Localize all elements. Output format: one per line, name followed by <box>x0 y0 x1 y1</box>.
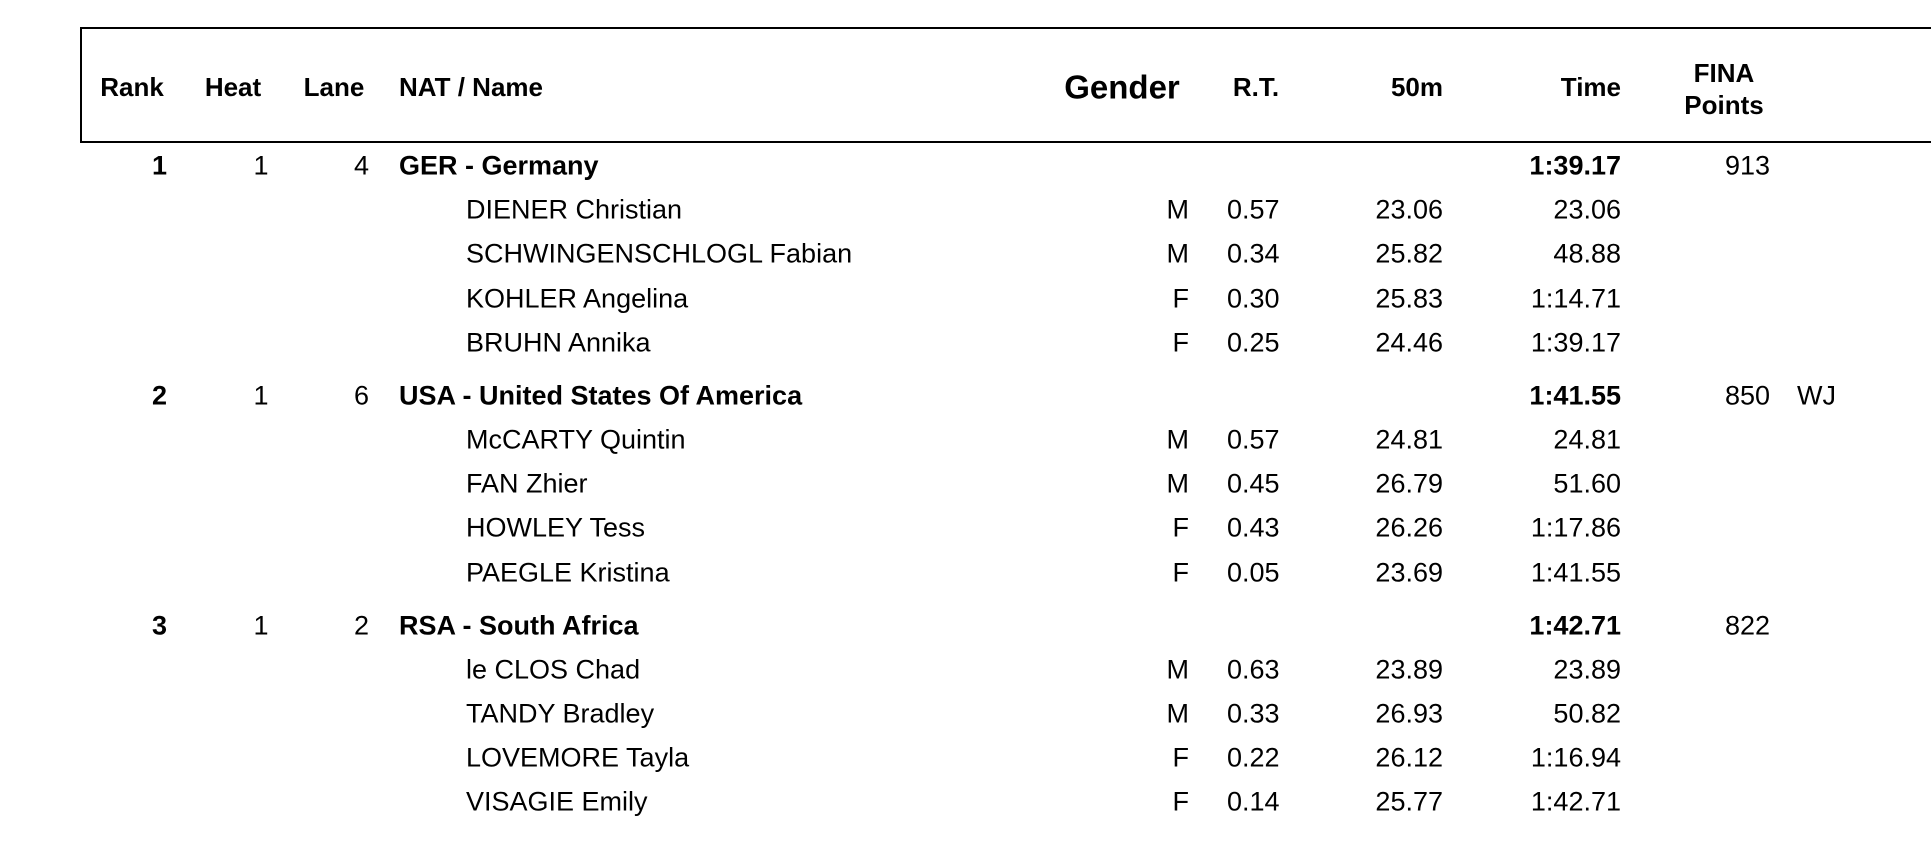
swimmer-split: 26.93 <box>1375 698 1443 729</box>
swimmer-split: 24.81 <box>1375 424 1443 455</box>
swimmer-time: 1:17.86 <box>1530 512 1621 543</box>
swimmer-rt: 0.30 <box>1227 283 1280 314</box>
swimmer-split: 25.83 <box>1375 283 1443 314</box>
team-rank: 2 <box>151 380 167 411</box>
swimmer-gender: F <box>1172 786 1190 817</box>
swimmer-split: 25.77 <box>1375 786 1443 817</box>
swimmer-time: 23.06 <box>1553 194 1621 225</box>
header-rank: Rank <box>100 72 164 102</box>
swimmer-time: 23.89 <box>1553 654 1621 685</box>
team-rank: 1 <box>151 150 167 181</box>
swimmer-gender: M <box>1166 194 1190 225</box>
team-rank: 3 <box>151 610 167 641</box>
team-lane: 6 <box>353 380 369 411</box>
swimmer-rt: 0.45 <box>1227 468 1280 499</box>
swimmer-gender: M <box>1166 468 1190 499</box>
header-name: NAT / Name <box>399 72 543 102</box>
swimmer-gender: F <box>1172 557 1190 588</box>
swimmer-gender: F <box>1172 327 1190 358</box>
header-box <box>80 27 1931 143</box>
swimmer-split: 24.46 <box>1375 327 1443 358</box>
swimmer-gender: M <box>1166 238 1190 269</box>
swimmer-split: 26.26 <box>1375 512 1443 543</box>
swimmer-rt: 0.57 <box>1227 194 1280 225</box>
swimmer-split: 23.89 <box>1375 654 1443 685</box>
swimmer-gender: M <box>1166 654 1190 685</box>
swimmer-name: VISAGIE Emily <box>466 786 648 817</box>
swimmer-rt: 0.05 <box>1227 557 1280 588</box>
swimmer-time: 50.82 <box>1553 698 1621 729</box>
team-name: RSA - South Africa <box>399 610 639 641</box>
header-split: 50m <box>1390 72 1443 102</box>
team-lane: 4 <box>353 150 369 181</box>
header-time: Time <box>1560 72 1621 102</box>
swimmer-rt: 0.34 <box>1227 238 1280 269</box>
team-time: 1:39.17 <box>1529 150 1621 181</box>
swimmer-gender: M <box>1166 424 1190 455</box>
swimmer-split: 26.12 <box>1375 742 1443 773</box>
team-heat: 1 <box>253 150 269 181</box>
header-rt: R.T. <box>1232 72 1280 102</box>
swimmer-rt: 0.22 <box>1227 742 1280 773</box>
swimmer-split: 23.06 <box>1375 194 1443 225</box>
swimmer-name: LOVEMORE Tayla <box>466 742 690 773</box>
team-time: 1:42.71 <box>1529 610 1621 641</box>
swimmer-time: 1:41.55 <box>1530 557 1621 588</box>
header-lane: Lane <box>303 72 365 102</box>
team-time: 1:41.55 <box>1529 380 1621 411</box>
swimmer-name: BRUHN Annika <box>466 327 651 358</box>
header-heat: Heat <box>204 72 262 102</box>
swimmer-name: HOWLEY Tess <box>466 512 646 543</box>
swimmer-rt: 0.25 <box>1227 327 1280 358</box>
team-points: 850 <box>1724 380 1770 411</box>
swimmer-name: TANDY Bradley <box>466 698 655 729</box>
team-name: GER - Germany <box>399 150 599 181</box>
swimmer-rt: 0.33 <box>1227 698 1280 729</box>
team-lane: 2 <box>353 610 369 641</box>
team-heat: 1 <box>253 380 269 411</box>
swimmer-name: FAN Zhier <box>466 468 588 499</box>
swimmer-name: McCARTY Quintin <box>466 424 686 455</box>
swimmer-name: KOHLER Angelina <box>466 283 689 314</box>
swimmer-time: 1:42.71 <box>1530 786 1621 817</box>
swimmer-gender: M <box>1166 698 1190 729</box>
swimmer-time: 1:39.17 <box>1530 327 1621 358</box>
swimmer-time: 1:14.71 <box>1530 283 1621 314</box>
swimmer-split: 26.79 <box>1375 468 1443 499</box>
swimmer-name: PAEGLE Kristina <box>466 557 670 588</box>
swimmer-rt: 0.43 <box>1227 512 1280 543</box>
team-points: 913 <box>1724 150 1770 181</box>
team-name: USA - United States Of America <box>399 380 803 411</box>
team-heat: 1 <box>253 610 269 641</box>
header-points: Points <box>1684 90 1764 120</box>
swimmer-gender: F <box>1172 512 1190 543</box>
swimmer-gender: F <box>1172 283 1190 314</box>
swimmer-split: 25.82 <box>1375 238 1443 269</box>
header-points: FINA <box>1693 58 1755 88</box>
header-gender: Gender <box>1064 68 1180 106</box>
team-points: 822 <box>1724 610 1770 641</box>
swimmer-split: 23.69 <box>1375 557 1443 588</box>
swimmer-rt: 0.57 <box>1227 424 1280 455</box>
swimmer-rt: 0.14 <box>1227 786 1280 817</box>
team-record: WJ <box>1797 380 1836 411</box>
swimmer-time: 24.81 <box>1553 424 1621 455</box>
swimmer-name: le CLOS Chad <box>466 654 641 685</box>
swimmer-time: 51.60 <box>1553 468 1621 499</box>
swimmer-time: 48.88 <box>1553 238 1621 269</box>
swimmer-rt: 0.63 <box>1227 654 1280 685</box>
swimmer-name: SCHWINGENSCHLOGL Fabian <box>466 238 853 269</box>
swimmer-gender: F <box>1172 742 1190 773</box>
swimmer-time: 1:16.94 <box>1530 742 1621 773</box>
swimmer-name: DIENER Christian <box>466 194 683 225</box>
